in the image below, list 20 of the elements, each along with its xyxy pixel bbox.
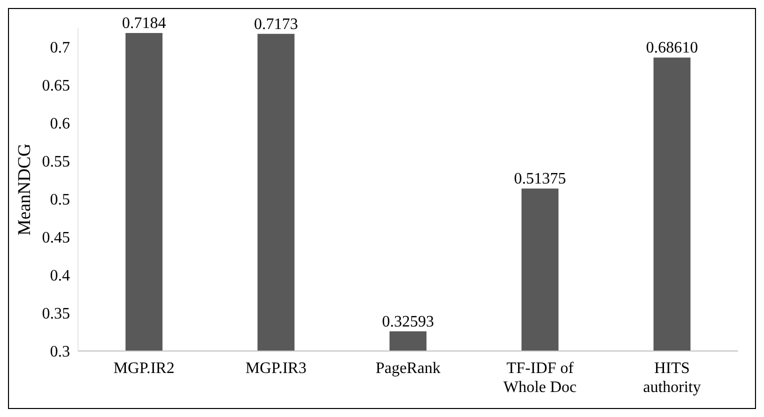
y-tick-label: 0.3: [50, 344, 70, 361]
y-tick-label: 0.45: [42, 230, 70, 247]
x-tick-label: PageRank: [376, 360, 440, 377]
y-tick-label: 0.35: [42, 306, 70, 323]
y-tick-label: 0.55: [42, 154, 70, 171]
y-tick-label: 0.5: [50, 192, 70, 209]
y-tick-label: 0.6: [50, 116, 70, 133]
data-label: 0.51375: [514, 170, 566, 188]
y-tick-label: 0.4: [50, 268, 70, 285]
y-tick-label: 0.7: [50, 40, 70, 57]
data-label: 0.7184: [122, 15, 166, 32]
data-label: 0.32593: [382, 313, 434, 330]
x-tick-label: MGP.IR2: [114, 360, 174, 377]
x-tick-label: HITS authority: [643, 360, 701, 396]
y-tick-label: 0.65: [42, 78, 70, 95]
x-tick-label: MGP.IR3: [246, 360, 306, 377]
x-tick-label: TF-IDF of Whole Doc: [503, 360, 577, 396]
data-label: 0.7173: [254, 16, 298, 33]
data-label: 0.68610: [646, 40, 698, 57]
y-axis-title: MeanNDCG: [14, 144, 34, 236]
